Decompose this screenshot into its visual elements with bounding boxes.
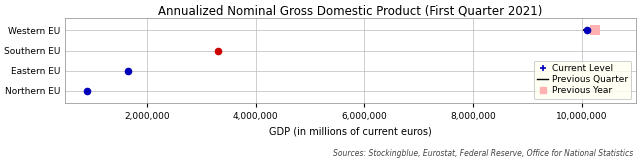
Point [590,29,600,32]
Point [582,29,592,32]
Point [123,69,133,72]
Point [82,90,92,92]
Point [212,49,223,52]
X-axis label: GDP (in millions of current euros): GDP (in millions of current euros) [269,127,432,137]
Legend: Current Level, Previous Quarter, Previous Year: Current Level, Previous Quarter, Previou… [534,61,631,99]
Text: Sources: Stockingblue, Eurostat, Federal Reserve, Office for National Statistics: Sources: Stockingblue, Eurostat, Federal… [333,149,634,158]
Title: Annualized Nominal Gross Domestic Product (First Quarter 2021): Annualized Nominal Gross Domestic Produc… [159,4,543,17]
